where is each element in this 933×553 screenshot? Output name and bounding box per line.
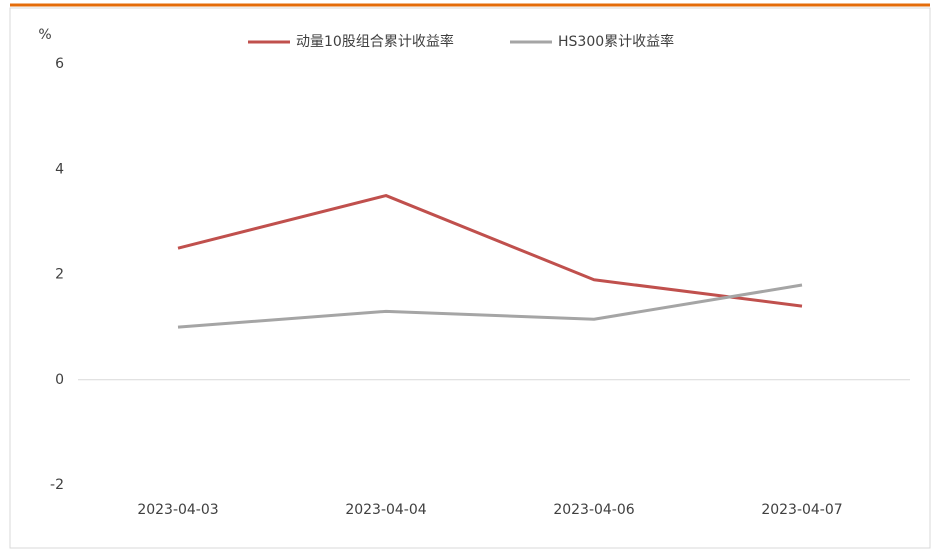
legend-label: 动量10股组合累计收益率 [296,33,454,50]
y-tick-label: 4 [55,161,64,177]
x-tick-label: 2023-04-06 [553,502,634,518]
x-tick-label: 2023-04-07 [761,502,842,518]
legend-label: HS300累计收益率 [558,33,674,50]
y-unit: % [38,27,51,43]
series-line [177,283,803,329]
x-tick-label: 2023-04-03 [137,502,218,518]
y-tick-label: 0 [55,372,64,388]
y-tick-label: 2 [55,267,64,283]
y-tick-label: -2 [50,477,64,493]
x-tick-label: 2023-04-04 [345,502,426,518]
y-tick-label: 6 [55,56,64,72]
chart-border [9,7,931,549]
series-line [177,194,803,308]
